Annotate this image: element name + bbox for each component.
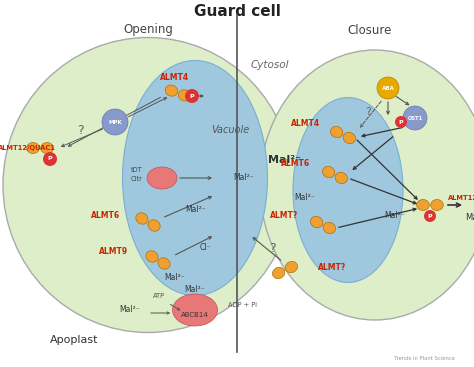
Ellipse shape — [158, 258, 170, 269]
Ellipse shape — [41, 142, 53, 153]
Text: Cytosol: Cytosol — [251, 60, 289, 70]
Text: Vacuole: Vacuole — [211, 125, 249, 135]
Text: P: P — [48, 156, 52, 161]
Text: ALMT6: ALMT6 — [281, 160, 310, 168]
Text: ALMT12/QUAC1: ALMT12/QUAC1 — [0, 145, 56, 151]
Ellipse shape — [273, 267, 285, 279]
Text: Mal²⁻: Mal²⁻ — [384, 211, 405, 219]
Text: Mal²⁻: Mal²⁻ — [465, 214, 474, 222]
Text: ABA: ABA — [382, 86, 394, 91]
Text: Mal²⁻: Mal²⁻ — [164, 273, 185, 283]
Ellipse shape — [293, 98, 403, 283]
Text: ALMT?: ALMT? — [318, 264, 346, 273]
Ellipse shape — [417, 200, 429, 211]
Ellipse shape — [431, 200, 443, 211]
Ellipse shape — [323, 222, 336, 234]
Ellipse shape — [343, 132, 356, 143]
Text: ALMT12/QUAC1: ALMT12/QUAC1 — [448, 195, 474, 201]
Text: Trends in Plant Science: Trends in Plant Science — [394, 356, 455, 360]
Text: Mal²⁻: Mal²⁻ — [233, 174, 254, 182]
Text: Closure: Closure — [348, 23, 392, 36]
Ellipse shape — [27, 142, 39, 153]
Text: ?: ? — [77, 124, 83, 137]
Text: ATP: ATP — [153, 293, 165, 299]
Circle shape — [185, 89, 199, 103]
Text: Mal²⁻: Mal²⁻ — [185, 206, 206, 214]
Text: Opening: Opening — [123, 23, 173, 36]
Text: ALMT4: ALMT4 — [291, 119, 320, 127]
Text: ADP + Pi: ADP + Pi — [228, 302, 257, 308]
Ellipse shape — [310, 217, 323, 228]
Text: Mal²⁻: Mal²⁻ — [295, 193, 315, 203]
Text: Mal²⁻: Mal²⁻ — [268, 155, 301, 165]
Circle shape — [43, 152, 57, 166]
Ellipse shape — [335, 172, 347, 184]
Ellipse shape — [322, 166, 335, 178]
Text: ABCB14: ABCB14 — [181, 312, 209, 318]
Ellipse shape — [165, 85, 178, 96]
Text: ALMT4: ALMT4 — [160, 73, 190, 81]
Circle shape — [102, 109, 128, 135]
Ellipse shape — [178, 90, 191, 101]
Ellipse shape — [147, 167, 177, 189]
Text: ALMT?: ALMT? — [270, 211, 298, 219]
Circle shape — [403, 106, 427, 130]
Ellipse shape — [148, 220, 160, 231]
Ellipse shape — [122, 61, 267, 295]
Circle shape — [424, 210, 436, 222]
Text: Guard cell: Guard cell — [193, 4, 281, 19]
Text: ?: ? — [365, 107, 371, 117]
Ellipse shape — [3, 37, 293, 333]
Text: Mal²⁻: Mal²⁻ — [119, 305, 140, 315]
Text: P: P — [399, 120, 403, 124]
Ellipse shape — [285, 261, 298, 273]
Text: P: P — [190, 94, 194, 98]
Text: OST1: OST1 — [407, 116, 423, 120]
Text: MPK: MPK — [108, 120, 122, 124]
Text: P: P — [428, 214, 432, 218]
Circle shape — [395, 116, 407, 128]
Circle shape — [377, 77, 399, 99]
Ellipse shape — [173, 294, 218, 326]
Text: Citr: Citr — [131, 176, 143, 182]
Ellipse shape — [260, 50, 474, 320]
Text: ALMT9: ALMT9 — [99, 247, 128, 257]
Text: Mal²⁻: Mal²⁻ — [185, 286, 205, 294]
Text: ALMT6: ALMT6 — [91, 211, 120, 219]
Text: Cl⁻: Cl⁻ — [200, 243, 211, 252]
Ellipse shape — [330, 126, 343, 138]
Text: ?: ? — [269, 241, 275, 254]
Ellipse shape — [136, 213, 148, 224]
Ellipse shape — [146, 251, 158, 262]
Text: Apoplast: Apoplast — [50, 335, 99, 345]
Text: tDT: tDT — [131, 167, 143, 173]
